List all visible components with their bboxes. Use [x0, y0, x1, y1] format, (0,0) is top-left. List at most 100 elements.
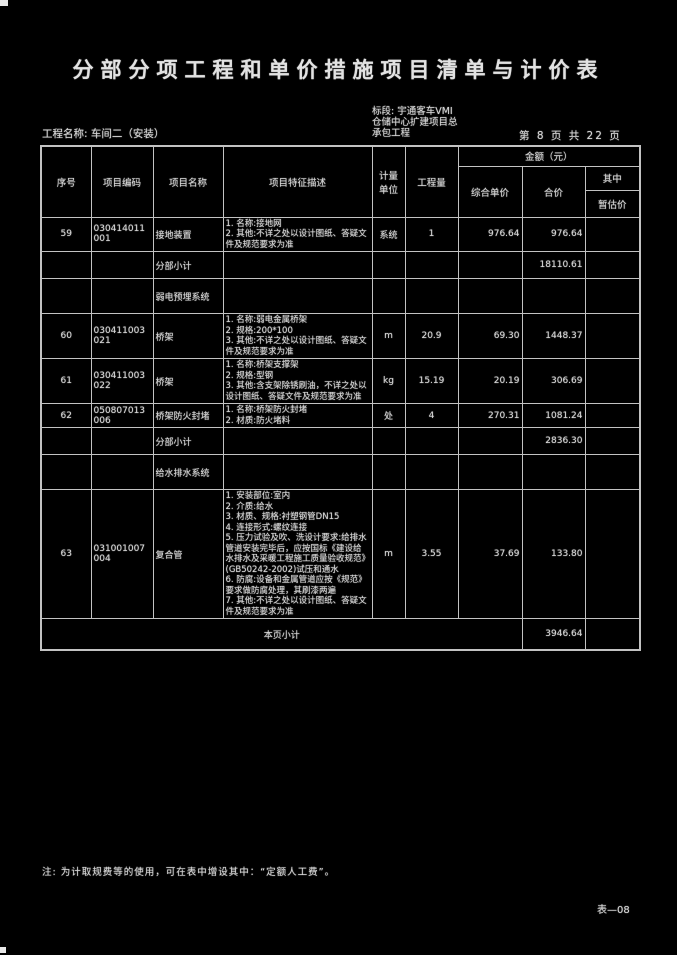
boq-table: 序号 项目编码 项目名称 项目特征描述 计量单位 工程量 金额（元） 综合单价 …	[40, 145, 641, 651]
cell-empty	[584, 427, 641, 455]
item-row: 61 030411003022 桥架 1. 名称:桥架支撑架 2. 规格:型钢 3. 其他…	[40, 358, 641, 404]
cell-subtotal-label: 分部小计	[152, 427, 224, 455]
cell-serial-no: 63	[40, 489, 92, 619]
cell-item-name: 桥架	[152, 313, 224, 359]
cell-total-price: 1081.24	[521, 403, 586, 428]
header-item-code: 项目编码	[90, 145, 154, 218]
subtotal-row: 分部小计 2836.30	[40, 427, 641, 455]
cell-page-subtotal-label: 本页小计	[40, 618, 523, 651]
cell-empty	[584, 618, 641, 651]
cell-empty	[222, 427, 373, 455]
cell-subtotal-amount: 2836.30	[521, 427, 586, 455]
cell-page-subtotal-amount: 3946.64	[521, 618, 586, 651]
cell-empty	[404, 251, 459, 279]
header-unit: 计量单位	[371, 145, 406, 218]
cell-item-name: 桥架防火封堵	[152, 403, 224, 428]
cell-provisional-price	[584, 358, 641, 404]
cell-item-name: 复合管	[152, 489, 224, 619]
project-name-label: 工程名称: 车间二（安装）	[42, 128, 165, 140]
header-item-name: 项目名称	[152, 145, 224, 218]
header-total-price: 合价	[521, 165, 586, 218]
section-row: 弱电预埋系统	[40, 278, 641, 314]
header-provisional-price: 暂估价	[584, 189, 641, 218]
cell-empty	[457, 278, 523, 314]
cell-empty	[90, 278, 154, 314]
cell-total-price: 1448.37	[521, 313, 586, 359]
cell-section-title: 弱电预埋系统	[152, 278, 224, 314]
cell-item-features: 1. 名称:接地网 2. 其他:不详之处以设计图纸、答疑文件及规范要求为准	[222, 216, 373, 252]
cell-unit: kg	[371, 358, 406, 404]
cell-empty	[457, 427, 523, 455]
page-title: 分部分项工程和单价措施项目清单与计价表	[72, 58, 605, 82]
table-header: 序号 项目编码 项目名称 项目特征描述 计量单位 工程量 金额（元） 综合单价 …	[40, 145, 641, 218]
item-row: 62 050807013006 桥架防火封堵 1. 名称:桥架防火封堵 2. 材质:防火…	[40, 403, 641, 428]
cell-provisional-price	[584, 216, 641, 252]
bid-section-label: 标段: 宇通客车VMI 仓储中心扩建项目总 承包工程	[372, 106, 458, 139]
footnote: 注: 为计取规费等的使用，可在表中增设其中：“定额人工费”。	[42, 867, 336, 878]
cell-item-code: 030411003022	[90, 358, 154, 404]
cell-serial-no: 61	[40, 358, 92, 404]
cell-serial-no: 59	[40, 216, 92, 252]
item-row: 63 031001007004 复合管 1. 安装部位:室内 2. 介质:给水 3. 材质…	[40, 489, 641, 619]
cell-empty	[584, 251, 641, 279]
cell-empty	[222, 278, 373, 314]
page-number-label: 第 8 页 共 22 页	[519, 130, 622, 142]
cell-subtotal-label: 分部小计	[152, 251, 224, 279]
cell-empty	[40, 278, 92, 314]
cell-empty	[457, 251, 523, 279]
cell-total-price: 976.64	[521, 216, 586, 252]
section-row: 给水排水系统	[40, 454, 641, 490]
header-serial-no: 序号	[40, 145, 92, 218]
cell-empty	[404, 454, 459, 490]
cell-unit: m	[371, 489, 406, 619]
cell-unit-price: 270.31	[457, 403, 523, 428]
cell-provisional-price	[584, 403, 641, 428]
item-row: 60 030411003021 桥架 1. 名称:弱电金属桥架 2. 规格:200*10…	[40, 313, 641, 359]
cell-item-code: 050807013006	[90, 403, 154, 428]
cell-item-name: 接地装置	[152, 216, 224, 252]
cell-empty	[40, 427, 92, 455]
cell-unit-price: 976.64	[457, 216, 523, 252]
cell-item-features: 1. 名称:弱电金属桥架 2. 规格:200*100 3. 其他:不详之处以设计图纸…	[222, 313, 373, 359]
cell-empty	[457, 454, 523, 490]
cell-unit: 处	[371, 403, 406, 428]
cell-unit: 系统	[371, 216, 406, 252]
header-among: 其中	[584, 165, 641, 191]
subtotal-row: 分部小计 18110.61	[40, 251, 641, 279]
cell-item-name: 桥架	[152, 358, 224, 404]
cell-quantity: 3.55	[404, 489, 459, 619]
cell-quantity: 4	[404, 403, 459, 428]
table-rows: 59 030414011001 接地装置 1. 名称:接地网 2. 其他:不详之处以设计…	[40, 216, 641, 651]
cell-quantity: 1	[404, 216, 459, 252]
cell-unit-price: 20.19	[457, 358, 523, 404]
item-row: 59 030414011001 接地装置 1. 名称:接地网 2. 其他:不详之处以设计…	[40, 216, 641, 252]
header-unit-price: 综合单价	[457, 165, 523, 218]
cell-empty	[371, 251, 406, 279]
cell-empty	[222, 454, 373, 490]
cell-serial-no: 62	[40, 403, 92, 428]
cell-empty	[404, 427, 459, 455]
pagetotal-row: 本页小计 3946.64	[40, 618, 641, 651]
cell-item-features: 1. 名称:桥架防火封堵 2. 材质:防火堵料	[222, 403, 373, 428]
form-number: 表—08	[597, 905, 630, 916]
cell-unit-price: 37.69	[457, 489, 523, 619]
header-quantity: 工程量	[404, 145, 459, 218]
scan-artifact-top-left	[0, 0, 8, 6]
cell-empty	[40, 251, 92, 279]
cell-section-title: 给水排水系统	[152, 454, 224, 490]
cell-empty	[404, 278, 459, 314]
cell-item-features: 1. 安装部位:室内 2. 介质:给水 3. 材质、规格:衬塑钢管DN15 4. 连接…	[222, 489, 373, 619]
cell-quantity: 20.9	[404, 313, 459, 359]
cell-total-price: 306.69	[521, 358, 586, 404]
cell-empty	[90, 251, 154, 279]
cell-empty	[371, 427, 406, 455]
cell-item-code: 030414011001	[90, 216, 154, 252]
cell-empty	[371, 454, 406, 490]
scan-artifact-bottom-left	[0, 947, 6, 953]
cell-empty	[222, 251, 373, 279]
cell-empty	[584, 278, 641, 314]
cell-total-price: 133.80	[521, 489, 586, 619]
header-item-features: 项目特征描述	[222, 145, 373, 218]
cell-item-features: 1. 名称:桥架支撑架 2. 规格:型钢 3. 其他:含支架除锈刷油，不详之处以设计…	[222, 358, 373, 404]
cell-serial-no: 60	[40, 313, 92, 359]
